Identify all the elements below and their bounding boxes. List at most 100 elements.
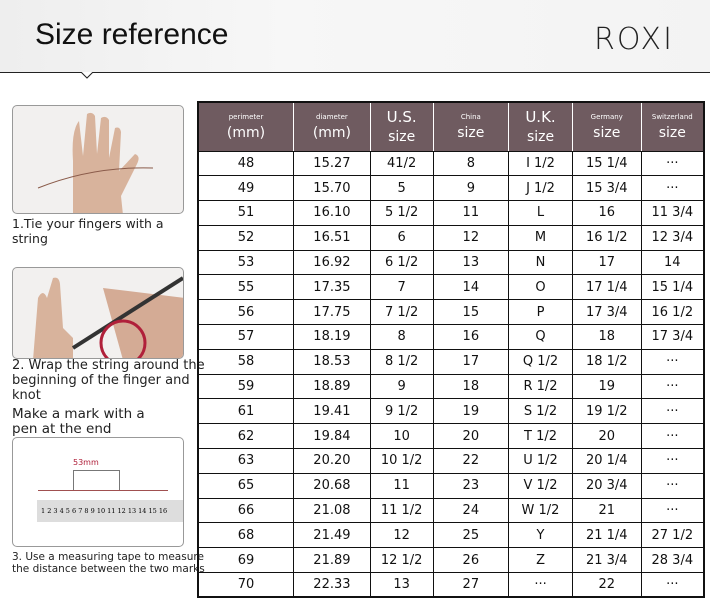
table-cell: 15.27: [293, 150, 371, 177]
table-cell: ···: [508, 572, 573, 598]
header-bottom: (mm): [312, 124, 352, 141]
table-cell: W 1/2: [508, 497, 573, 524]
header-bottom: size: [526, 128, 555, 145]
column-header: U.K. size: [508, 101, 573, 152]
table-cell: 61: [197, 398, 295, 425]
header-bottom: (mm): [226, 124, 266, 141]
header-top: perimeter: [228, 112, 264, 121]
header-bottom: size: [658, 124, 686, 141]
table-cell: 7: [369, 274, 434, 301]
column-header: Germany size: [571, 101, 642, 152]
table-cell: 26: [432, 547, 510, 574]
table-row: 56 17.75 7 1/2 15 P 17 3/4 16 1/2: [197, 299, 705, 326]
table-cell: 16: [432, 324, 510, 350]
table-row: 68 21.49 12 25 Y 21 1/4 27 1/2: [197, 522, 705, 549]
table-cell: 16 1/2: [571, 224, 642, 251]
table-cell: 20 1/4: [571, 448, 642, 474]
table-cell: V 1/2: [508, 472, 573, 499]
table-row: 70 22.33 13 27 ··· 22 ···: [197, 572, 705, 598]
column-header: U.S. size: [369, 101, 434, 152]
table-cell: 11 3/4: [640, 200, 705, 226]
table-cell: 22.33: [293, 572, 371, 598]
table-cell: 20: [432, 423, 510, 450]
table-cell: 9: [369, 373, 434, 400]
table-cell: 5 1/2: [369, 200, 434, 226]
column-header: China size: [432, 101, 510, 152]
table-cell: 12: [369, 522, 434, 549]
table-cell: 56: [197, 299, 295, 326]
table-cell: 11: [432, 200, 510, 226]
ruler-illustration: 53mm 1 2 3 4 5 6 7 8 9 10 11 12 13 14 15…: [12, 437, 184, 547]
page-title: Size reference: [35, 18, 229, 51]
table-cell: 15: [432, 299, 510, 326]
table-cell: 41/2: [369, 150, 434, 177]
table-cell: 16.92: [293, 249, 371, 276]
table-cell: M: [508, 224, 573, 251]
table-cell: 21 1/4: [571, 522, 642, 549]
step-2b-text: Make a mark with a pen at the end: [12, 406, 145, 437]
column-header: Switzerland size: [640, 101, 705, 152]
table-cell: 51: [197, 200, 295, 226]
table-cell: 19: [432, 398, 510, 425]
header-top: China: [460, 112, 481, 121]
table-cell: 11 1/2: [369, 497, 434, 524]
table-cell: ···: [640, 373, 705, 400]
table-row: 62 19.84 10 20 T 1/2 20 ···: [197, 423, 705, 450]
table-cell: 17 3/4: [640, 324, 705, 350]
table-cell: 6 1/2: [369, 249, 434, 276]
wrap-string-illustration: [12, 267, 184, 359]
table-cell: 16.10: [293, 200, 371, 226]
table-cell: 12 3/4: [640, 224, 705, 251]
table-cell: J 1/2: [508, 175, 573, 202]
table-cell: 7 1/2: [369, 299, 434, 326]
table-cell: 22: [571, 572, 642, 598]
table-cell: 20 3/4: [571, 472, 642, 499]
measure-label: 53mm: [73, 458, 99, 467]
table-cell: 53: [197, 249, 295, 276]
table-cell: 17: [432, 348, 510, 375]
step-2-text: 2. Wrap the string around the beginning …: [12, 358, 205, 403]
notch-icon: [81, 72, 93, 79]
header-banner: [0, 0, 710, 72]
table-cell: ···: [640, 150, 705, 177]
table-cell: 14: [432, 274, 510, 301]
table-row: 49 15.70 5 9 J 1/2 15 3/4 ···: [197, 175, 705, 202]
table-cell: 17.75: [293, 299, 371, 326]
table-cell: ···: [640, 497, 705, 524]
table-row: 66 21.08 11 1/2 24 W 1/2 21 ···: [197, 497, 705, 524]
table-cell: R 1/2: [508, 373, 573, 400]
table-cell: 9 1/2: [369, 398, 434, 425]
brand-logo: ROXI: [594, 22, 674, 57]
table-cell: 18.19: [293, 324, 371, 350]
hand-string-illustration: [12, 105, 184, 214]
table-cell: 19.41: [293, 398, 371, 425]
table-cell: 65: [197, 472, 295, 499]
header-top: diameter: [316, 112, 348, 121]
table-cell: 15.70: [293, 175, 371, 202]
table-cell: 49: [197, 175, 295, 202]
table-row: 58 18.53 8 1/2 17 Q 1/2 18 1/2 ···: [197, 348, 705, 375]
table-row: 48 15.27 41/2 8 I 1/2 15 1/4 ···: [197, 150, 705, 177]
table-cell: 52: [197, 224, 295, 251]
table-cell: 25: [432, 522, 510, 549]
table-cell: 18: [432, 373, 510, 400]
table-cell: 6: [369, 224, 434, 251]
table-cell: Y: [508, 522, 573, 549]
ruler: 1 2 3 4 5 6 7 8 9 10 11 12 13 14 15 16: [37, 500, 183, 522]
table-row: 65 20.68 11 23 V 1/2 20 3/4 ···: [197, 472, 705, 499]
table-cell: 13: [369, 572, 434, 598]
table-cell: 57: [197, 324, 295, 350]
table-cell: 18: [571, 324, 642, 350]
table-cell: 16.51: [293, 224, 371, 251]
table-cell: 17 3/4: [571, 299, 642, 326]
step-1-text: 1.Tie your fingers with a string: [12, 216, 164, 246]
table-cell: 19 1/2: [571, 398, 642, 425]
table-cell: 58: [197, 348, 295, 375]
table-cell: Q 1/2: [508, 348, 573, 375]
table-row: 57 18.19 8 16 Q 18 17 3/4: [197, 324, 705, 350]
table-cell: ···: [640, 398, 705, 425]
table-cell: 14: [640, 249, 705, 276]
table-cell: 70: [197, 572, 295, 598]
table-cell: ···: [640, 423, 705, 450]
table-cell: 21.89: [293, 547, 371, 574]
